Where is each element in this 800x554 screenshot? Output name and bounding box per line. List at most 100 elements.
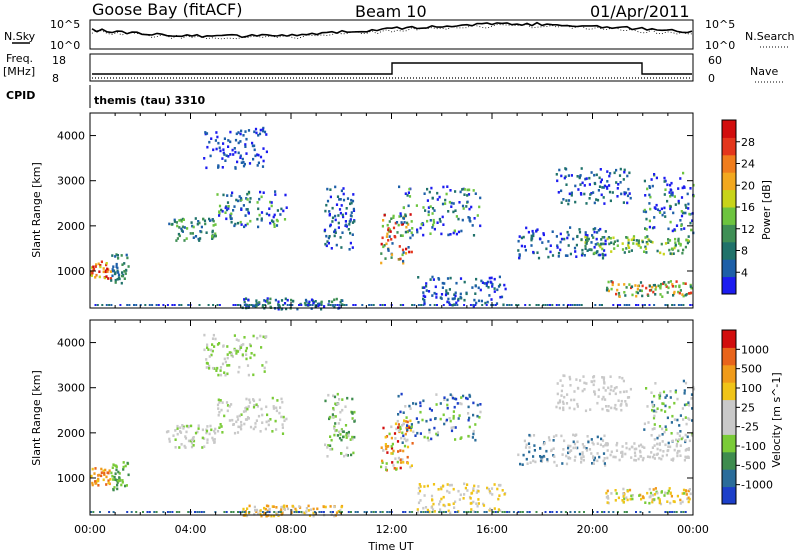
data-cell bbox=[237, 151, 240, 155]
data-cell bbox=[349, 241, 352, 245]
data-cell bbox=[651, 400, 654, 404]
data-cell bbox=[601, 407, 604, 411]
data-cell bbox=[459, 277, 463, 280]
data-cell bbox=[596, 198, 600, 202]
data-cell bbox=[262, 126, 265, 130]
data-cell bbox=[684, 449, 687, 452]
data-cell bbox=[670, 421, 673, 424]
data-cell bbox=[454, 294, 457, 298]
data-cell bbox=[585, 177, 588, 180]
data-cell bbox=[291, 505, 294, 508]
data-cell bbox=[176, 424, 179, 428]
data-cell bbox=[243, 300, 246, 304]
data-cell bbox=[524, 248, 527, 252]
data-cell bbox=[274, 190, 277, 193]
data-cell bbox=[240, 208, 243, 211]
data-cell bbox=[673, 511, 676, 513]
data-cell bbox=[324, 399, 327, 403]
data-cell bbox=[653, 216, 656, 219]
data-cell bbox=[596, 250, 599, 253]
data-cell bbox=[327, 393, 330, 397]
data-cell bbox=[584, 244, 587, 248]
data-cell bbox=[222, 151, 225, 155]
data-cell bbox=[223, 137, 226, 140]
data-cell bbox=[681, 293, 684, 296]
data-cell bbox=[651, 446, 654, 449]
data-cell bbox=[255, 304, 258, 306]
data-cell bbox=[489, 280, 492, 284]
data-cell bbox=[329, 188, 332, 191]
data-cell bbox=[112, 487, 115, 491]
data-cell bbox=[351, 233, 354, 236]
data-cell bbox=[532, 434, 536, 437]
data-cell bbox=[495, 302, 499, 305]
data-cell bbox=[247, 212, 250, 215]
data-cell bbox=[410, 220, 413, 223]
data-cell bbox=[661, 433, 664, 436]
data-cell bbox=[126, 256, 129, 260]
data-cell bbox=[662, 390, 666, 394]
data-cell bbox=[234, 138, 238, 142]
data-cell bbox=[263, 506, 266, 510]
data-cell bbox=[206, 438, 209, 441]
x-tick-label: 16:00 bbox=[476, 523, 508, 536]
data-cell bbox=[442, 495, 445, 499]
data-cell bbox=[586, 435, 589, 438]
data-cell bbox=[673, 304, 676, 306]
data-cell bbox=[410, 464, 413, 467]
data-cell bbox=[260, 211, 264, 214]
data-cell bbox=[235, 420, 238, 424]
data-cell bbox=[326, 199, 330, 203]
data-cell bbox=[623, 497, 626, 501]
data-cell bbox=[408, 404, 411, 408]
data-cell bbox=[390, 452, 393, 455]
data-cell bbox=[245, 197, 248, 200]
data-cell bbox=[430, 494, 434, 498]
data-cell bbox=[689, 291, 693, 295]
data-cell bbox=[181, 424, 184, 427]
data-cell bbox=[208, 140, 211, 144]
data-cell bbox=[239, 132, 242, 136]
data-cell bbox=[595, 237, 598, 241]
data-cell bbox=[390, 445, 393, 448]
data-cell bbox=[398, 185, 401, 189]
data-cell bbox=[232, 511, 235, 513]
data-cell bbox=[254, 127, 258, 131]
data-cell bbox=[245, 406, 248, 409]
data-cell bbox=[651, 498, 654, 501]
data-cell bbox=[113, 475, 116, 479]
data-cell bbox=[664, 242, 668, 245]
data-cell bbox=[323, 305, 326, 308]
data-cell bbox=[392, 226, 396, 230]
data-region bbox=[643, 379, 696, 445]
data-cell bbox=[485, 511, 488, 513]
data-cell bbox=[227, 139, 230, 142]
data-cell bbox=[467, 405, 470, 409]
data-cell bbox=[97, 484, 100, 487]
data-cell bbox=[654, 382, 657, 385]
data-cell bbox=[612, 389, 615, 393]
data-cell bbox=[397, 423, 400, 426]
data-cell bbox=[204, 131, 207, 134]
data-cell bbox=[112, 269, 115, 273]
data-cell bbox=[466, 200, 469, 204]
data-cell bbox=[334, 422, 337, 425]
data-cell bbox=[668, 405, 671, 409]
data-cell bbox=[341, 299, 344, 302]
data-cell bbox=[596, 452, 599, 455]
data-cell bbox=[116, 278, 119, 281]
data-cell bbox=[336, 195, 340, 198]
data-cell bbox=[427, 439, 430, 442]
data-cell bbox=[456, 304, 459, 306]
data-cell bbox=[459, 292, 462, 296]
data-cell bbox=[612, 304, 615, 306]
data-cell bbox=[98, 270, 101, 273]
data-cell bbox=[657, 496, 660, 500]
data-cell bbox=[246, 198, 249, 201]
data-cell bbox=[593, 246, 596, 249]
data-cell bbox=[93, 472, 96, 475]
data-cell bbox=[452, 297, 455, 301]
data-cell bbox=[643, 208, 646, 212]
data-cell bbox=[592, 191, 595, 194]
data-cell bbox=[641, 284, 644, 288]
